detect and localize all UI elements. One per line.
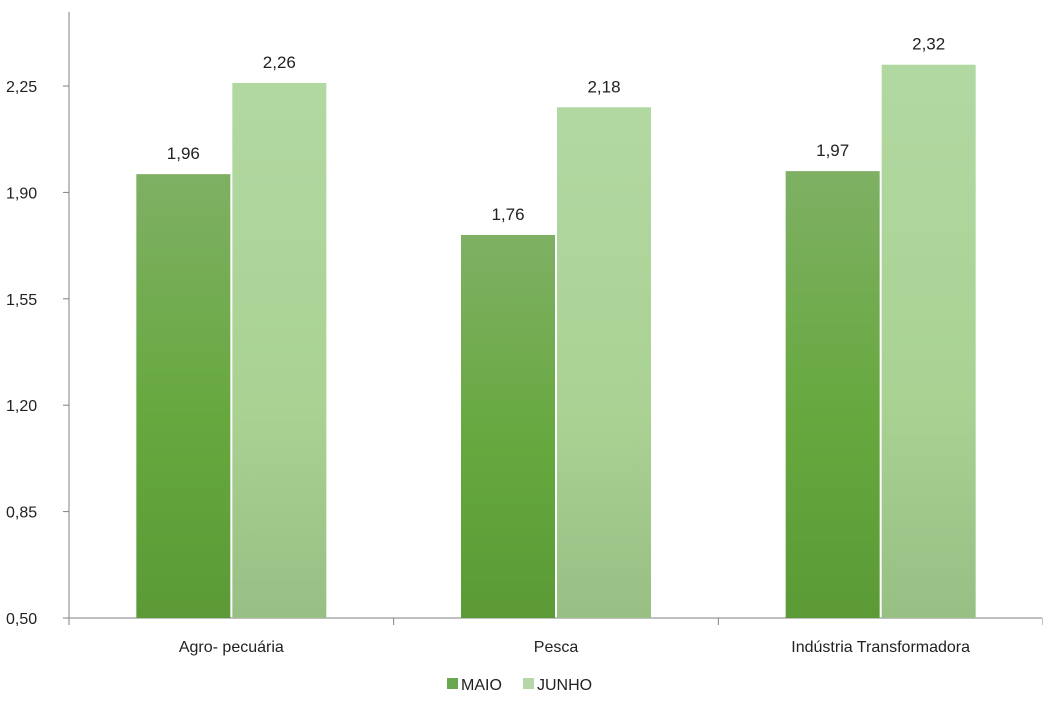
- data-label: 2,18: [587, 77, 620, 96]
- data-label: 1,97: [816, 141, 849, 160]
- legend-label: MAIO: [461, 677, 502, 694]
- bar-junho: [232, 82, 327, 618]
- bar-junho: [881, 64, 976, 619]
- legend-label: JUNHO: [537, 677, 592, 694]
- y-tick-label: 0,85: [6, 505, 37, 522]
- y-tick-label: 1,55: [6, 292, 37, 309]
- bar-maio: [461, 234, 555, 618]
- x-category-label: Agro- pecuária: [179, 639, 284, 656]
- bar-maio: [136, 174, 231, 618]
- data-label: 1,76: [491, 205, 524, 224]
- bar-maio: [785, 171, 880, 618]
- legend: MAIO JUNHO: [447, 677, 592, 694]
- y-tick-label: 1,20: [6, 398, 37, 415]
- legend-swatch-maio: [447, 678, 458, 689]
- data-label: 1,96: [167, 144, 200, 163]
- x-category-label: Indústria Transformadora: [791, 639, 970, 656]
- plot-area: 0,50 0,85 1,20 1,55 1,90 2,25 1,96 2,26 Agro- pe…: [6, 12, 1043, 656]
- bar-junho: [557, 107, 651, 618]
- data-label: 2,26: [263, 53, 296, 72]
- data-label: 2,32: [912, 35, 945, 54]
- legend-swatch-junho: [523, 678, 534, 689]
- y-tick-label: 2,25: [6, 79, 37, 96]
- y-tick-label: 0,50: [6, 611, 37, 628]
- x-category-label: Pesca: [534, 639, 579, 656]
- y-tick-label: 1,90: [6, 185, 37, 202]
